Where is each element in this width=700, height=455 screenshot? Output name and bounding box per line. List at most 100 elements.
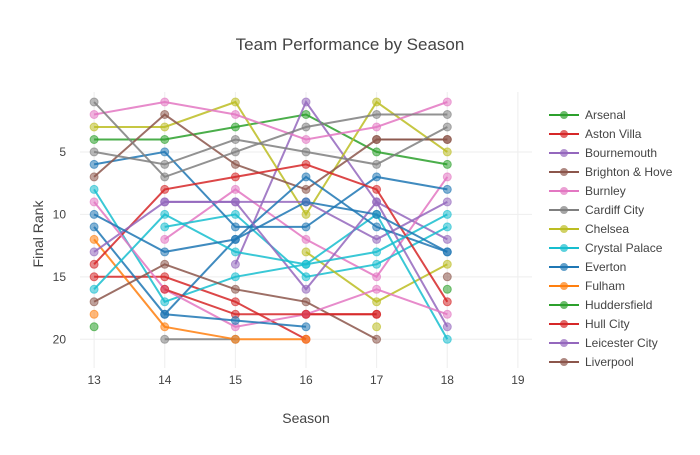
- series-point-28: [301, 197, 311, 207]
- series-line-8: [93, 150, 448, 228]
- series-point-8: [89, 159, 99, 169]
- series-point-25: [89, 147, 99, 157]
- legend-item[interactable]: Everton: [549, 260, 626, 274]
- series-point-14: [301, 135, 311, 144]
- series-point-25: [301, 147, 311, 157]
- series-point-25: [372, 159, 382, 169]
- series-point-22: [372, 197, 382, 207]
- series-line-25: [93, 126, 448, 166]
- legend-item[interactable]: Crystal Palace: [549, 241, 663, 255]
- series-point-13: [372, 135, 382, 144]
- legend-marker: [560, 263, 568, 271]
- x-axis-ticks: 13 14 15 16 17 18 19: [87, 373, 524, 387]
- legend-item[interactable]: Aston Villa: [549, 127, 642, 141]
- legend-label: Huddersfield: [585, 298, 652, 312]
- legend-label: Everton: [585, 260, 626, 274]
- series-point-8: [160, 147, 170, 157]
- legend-label: Arsenal: [585, 108, 626, 122]
- series-point-29: [442, 272, 452, 282]
- series-point-23: [230, 284, 240, 294]
- legend-label: Chelsea: [585, 222, 629, 236]
- legend-item[interactable]: Cardiff City: [549, 203, 644, 217]
- series-point-6: [372, 97, 382, 107]
- series-point-26: [372, 322, 382, 332]
- series-point-0: [230, 122, 240, 132]
- legend-item[interactable]: Huddersfield: [549, 298, 652, 312]
- series-point-25: [442, 122, 452, 132]
- series-line-14: [93, 100, 448, 141]
- series-point-27: [89, 284, 99, 294]
- x-tick-label: 19: [511, 373, 525, 387]
- series-point-23: [372, 334, 382, 344]
- legend-label: Brighton & Hove: [585, 165, 673, 179]
- series-point-9: [160, 322, 170, 332]
- legend-label: Crystal Palace: [585, 241, 663, 255]
- legend-marker: [560, 206, 568, 214]
- legend-item[interactable]: Liverpool: [549, 355, 634, 369]
- series-point-22: [442, 322, 452, 332]
- series-point-17: [89, 184, 99, 194]
- series-point-30: [301, 309, 311, 319]
- series-point-18: [372, 222, 382, 232]
- legend-item[interactable]: Arsenal: [549, 108, 626, 122]
- legend-item[interactable]: Leicester City: [549, 336, 658, 350]
- series-point-9: [89, 234, 99, 244]
- series-point-27: [372, 247, 382, 257]
- series-line-15: [93, 101, 448, 179]
- legend[interactable]: Arsenal Aston Villa Bournemouth Brighton & …: [549, 108, 673, 369]
- legend-marker: [560, 130, 568, 138]
- series-point-22: [160, 197, 170, 207]
- legend-item[interactable]: Chelsea: [549, 222, 629, 236]
- series-point-15: [442, 110, 452, 119]
- series-line-17: [93, 188, 449, 340]
- series-point-7: [160, 222, 170, 232]
- series-point-17: [230, 272, 240, 282]
- legend-label: Leicester City: [585, 336, 658, 350]
- series-point-6: [160, 122, 170, 132]
- series-point-13: [160, 110, 170, 119]
- series-point-31: [160, 309, 170, 319]
- series-point-21: [160, 184, 170, 194]
- legend-marker: [560, 111, 568, 119]
- series-point-27: [230, 247, 240, 257]
- series-point-31: [230, 316, 240, 325]
- series-point-14: [372, 122, 382, 132]
- legend-item[interactable]: Hull City: [549, 317, 630, 331]
- series-line-28: [93, 200, 448, 253]
- series-point-25: [160, 159, 170, 169]
- legend-marker: [560, 244, 568, 252]
- series-point-15: [160, 172, 170, 182]
- series-point-4: [160, 234, 170, 244]
- legend-label: Cardiff City: [585, 203, 644, 217]
- series-line-27: [93, 213, 448, 290]
- series-point-0: [160, 135, 170, 144]
- legend-item[interactable]: Fulham: [549, 279, 625, 293]
- series-point-24: [442, 309, 452, 319]
- series-point-28: [230, 234, 240, 244]
- series-point-8: [372, 172, 382, 182]
- x-axis-title: Season: [282, 410, 329, 426]
- series-point-15: [372, 110, 382, 119]
- legend-item[interactable]: Bournemouth: [549, 146, 657, 160]
- series-point-21: [301, 159, 311, 169]
- y-tick-label: 15: [53, 270, 67, 284]
- series-point-28: [442, 247, 452, 257]
- series-line-22: [93, 200, 449, 328]
- series-point-23: [301, 297, 311, 307]
- series-point-7: [372, 259, 382, 269]
- series-point-21: [89, 259, 99, 269]
- series-point-13: [230, 159, 240, 169]
- legend-label: Hull City: [585, 317, 630, 331]
- series-point-7: [230, 209, 240, 219]
- series-point-27: [301, 259, 311, 269]
- series-point-2: [442, 234, 452, 244]
- legend-item[interactable]: Burnley: [549, 184, 626, 198]
- legend-item[interactable]: Brighton & Hove: [549, 165, 673, 179]
- series-point-17: [160, 297, 170, 307]
- series-point-4: [372, 272, 382, 282]
- chart-title: Team Performance by Season: [236, 35, 465, 54]
- series-point-12: [442, 197, 452, 207]
- series-point-21: [230, 172, 240, 182]
- series-point-31: [301, 322, 311, 332]
- legend-marker: [560, 225, 568, 233]
